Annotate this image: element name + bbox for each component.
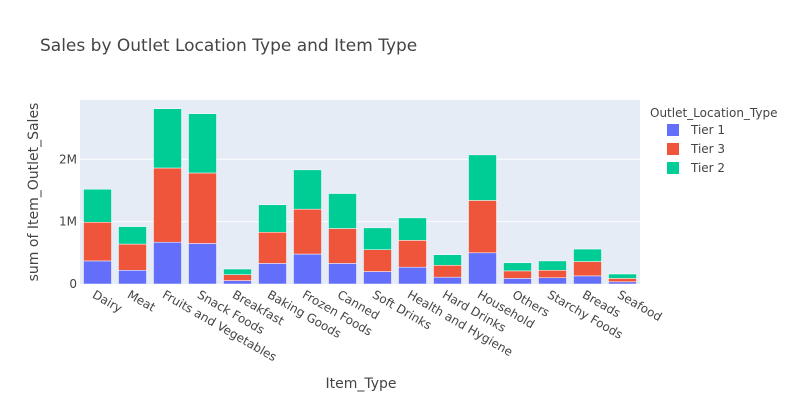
bar-soft-drinks-series-3[interactable] [363, 227, 392, 250]
bar-baking-goods-series-3[interactable] [258, 204, 287, 233]
y-axis-ticks: 0 1M 2M [59, 152, 77, 291]
bar-dairy-series-2[interactable] [83, 222, 112, 262]
bar-meat-series-2[interactable] [118, 243, 147, 271]
y-axis-title: sum of Item_Outlet_Sales [26, 103, 42, 282]
legend-title: Outlet_Location_Type [650, 106, 778, 120]
bar-meat-series-3[interactable] [118, 226, 147, 245]
bar-fruits-and-vegetables-series-2[interactable] [153, 167, 182, 243]
bar-health-and-hygiene-series-1[interactable] [398, 266, 427, 285]
legend-swatch [667, 162, 679, 174]
legend-label: Tier 1 [690, 123, 725, 137]
bar-others-series-1[interactable] [503, 278, 532, 285]
bar-starchy-foods-series-3[interactable] [538, 260, 567, 271]
bar-breads-series-2[interactable] [573, 261, 602, 277]
legend-swatch [667, 143, 679, 155]
bar-hard-drinks-series-1[interactable] [433, 276, 462, 285]
chart-title: Sales by Outlet Location Type and Item T… [40, 36, 417, 56]
bar-snack-foods-series-1[interactable] [188, 243, 217, 285]
bar-others-series-3[interactable] [503, 262, 532, 272]
bar-canned-series-2[interactable] [328, 228, 357, 264]
bar-canned-series-3[interactable] [328, 193, 357, 229]
bar-canned-series-1[interactable] [328, 263, 357, 285]
bar-seafood-series-2[interactable] [608, 278, 637, 283]
bar-breakfast-series-2[interactable] [223, 274, 252, 281]
legend-item-series-3[interactable]: Tier 2 [667, 161, 725, 175]
bar-breakfast-series-1[interactable] [223, 280, 252, 285]
bar-starchy-foods-series-2[interactable] [538, 270, 567, 279]
bar-hard-drinks-series-3[interactable] [433, 254, 462, 266]
legend-swatch [667, 124, 679, 136]
legend-label: Tier 3 [690, 142, 725, 156]
bar-snack-foods-series-2[interactable] [188, 172, 217, 244]
bar-dairy-series-3[interactable] [83, 188, 112, 223]
bar-seafood-series-1[interactable] [608, 281, 637, 285]
bar-household-series-2[interactable] [468, 200, 497, 254]
y-tick-label: 0 [69, 277, 77, 291]
legend-label: Tier 2 [690, 161, 725, 175]
legend-item-series-1[interactable]: Tier 1 [667, 123, 725, 137]
bar-breads-series-3[interactable] [573, 248, 602, 262]
bars[interactable] [83, 108, 637, 285]
bar-health-and-hygiene-series-2[interactable] [398, 240, 427, 268]
bar-fruits-and-vegetables-series-3[interactable] [153, 108, 182, 169]
bar-frozen-foods-series-1[interactable] [293, 253, 322, 285]
bar-dairy-series-1[interactable] [83, 260, 112, 285]
y-tick-label: 1M [59, 215, 77, 229]
bar-meat-series-1[interactable] [118, 270, 147, 285]
bar-household-series-3[interactable] [468, 154, 497, 201]
bar-health-and-hygiene-series-3[interactable] [398, 217, 427, 241]
bar-baking-goods-series-2[interactable] [258, 231, 287, 264]
legend-item-series-2[interactable]: Tier 3 [667, 142, 725, 156]
bar-breads-series-1[interactable] [573, 275, 602, 285]
legend[interactable]: Outlet_Location_Type Tier 1 Tier 3 Tier 2 [650, 106, 778, 175]
y-tick-label: 2M [59, 152, 77, 166]
bar-others-series-2[interactable] [503, 270, 532, 279]
bar-household-series-1[interactable] [468, 252, 497, 285]
bar-soft-drinks-series-2[interactable] [363, 249, 392, 272]
bar-soft-drinks-series-1[interactable] [363, 271, 392, 285]
bar-seafood-series-3[interactable] [608, 273, 637, 279]
x-tick-label: Seafood [615, 287, 664, 324]
bar-frozen-foods-series-3[interactable] [293, 169, 322, 210]
bar-hard-drinks-series-2[interactable] [433, 265, 462, 278]
x-axis-title: Item_Type [325, 376, 396, 392]
x-tick-label: Dairy [90, 287, 125, 315]
bar-starchy-foods-series-1[interactable] [538, 277, 567, 285]
bar-breakfast-series-3[interactable] [223, 268, 252, 275]
bar-baking-goods-series-1[interactable] [258, 263, 287, 285]
x-tick-label: Meat [125, 287, 158, 314]
bar-fruits-and-vegetables-series-1[interactable] [153, 241, 182, 285]
bar-snack-foods-series-3[interactable] [188, 113, 217, 174]
bar-frozen-foods-series-2[interactable] [293, 208, 322, 255]
